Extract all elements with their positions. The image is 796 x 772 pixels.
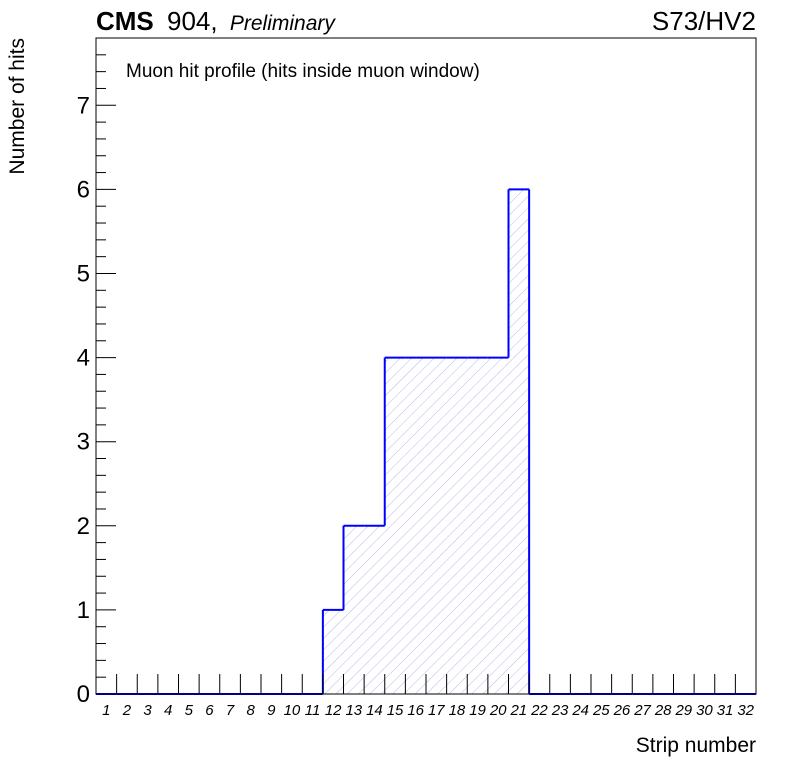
- x-tick-label: 3: [143, 702, 152, 719]
- svg-text:CMS 904, Preliminary: CMS 904, Preliminary: [96, 6, 336, 36]
- bar-fill: [487, 357, 509, 694]
- experiment-label: CMS: [96, 6, 154, 36]
- y-tick-label: 3: [77, 429, 90, 456]
- bar-fill: [322, 609, 344, 694]
- status-label: Preliminary: [230, 12, 337, 35]
- x-tick-label: 21: [509, 702, 527, 719]
- x-tick-label: 26: [613, 702, 631, 719]
- x-tick-label: 22: [530, 702, 548, 719]
- x-tick-label: 16: [407, 702, 424, 719]
- x-tick-label: 2: [122, 702, 132, 719]
- bar-fill: [446, 357, 468, 694]
- x-tick-label: 17: [428, 702, 445, 719]
- histogram-layer: [96, 188, 756, 695]
- x-axis-label: Strip number: [636, 734, 756, 757]
- x-tick-label: 9: [267, 702, 276, 719]
- x-tick-label: 32: [737, 702, 754, 719]
- x-tick-label: 5: [185, 702, 194, 719]
- chart-title: Muon hit profile (hits inside muon windo…: [126, 61, 480, 82]
- run-label: S73/HV2: [652, 6, 756, 36]
- x-tick-label: 24: [571, 702, 589, 719]
- x-tick-label: 14: [366, 702, 383, 719]
- site-label: 904,: [167, 6, 218, 36]
- y-tick-label: 1: [77, 597, 90, 624]
- x-tick-label: 20: [489, 702, 507, 719]
- x-tick-label: 8: [247, 702, 256, 719]
- x-tick-label: 6: [205, 702, 214, 719]
- x-tick-label: 13: [345, 702, 362, 719]
- y-tick-label: 7: [77, 92, 90, 119]
- x-tick-label: 19: [469, 702, 486, 719]
- x-tick-label: 29: [674, 702, 692, 719]
- x-tick-label: 30: [696, 702, 713, 719]
- x-tick-label: 12: [325, 702, 342, 719]
- y-axis-label: Number of hits: [6, 38, 29, 175]
- x-tick-label: 27: [633, 702, 651, 719]
- x-tick-label: 7: [226, 702, 235, 719]
- x-tick-label: 28: [654, 702, 672, 719]
- x-tick-label: 15: [387, 702, 404, 719]
- x-tick-label: 23: [551, 702, 569, 719]
- bar-fill: [343, 525, 365, 694]
- bar-fill: [508, 189, 530, 694]
- x-tick-label: 11: [305, 702, 321, 719]
- y-tick-label: 2: [77, 513, 90, 540]
- bar-fill: [405, 357, 426, 694]
- x-tick-label: 18: [449, 702, 466, 719]
- bar-fill: [426, 357, 447, 694]
- x-tick-label: 1: [102, 702, 110, 719]
- bar-fill: [364, 525, 385, 694]
- x-tick-label: 31: [717, 702, 734, 719]
- y-tick-label: 6: [77, 176, 90, 203]
- bar-fill: [467, 357, 488, 694]
- y-tick-label: 5: [77, 260, 90, 287]
- bar-fill: [384, 357, 406, 694]
- x-tick-label: 4: [164, 702, 172, 719]
- y-tick-label: 0: [77, 681, 90, 708]
- y-tick-label: 4: [77, 345, 90, 372]
- x-tick-label: 10: [284, 702, 301, 719]
- x-tick-label: 25: [592, 702, 610, 719]
